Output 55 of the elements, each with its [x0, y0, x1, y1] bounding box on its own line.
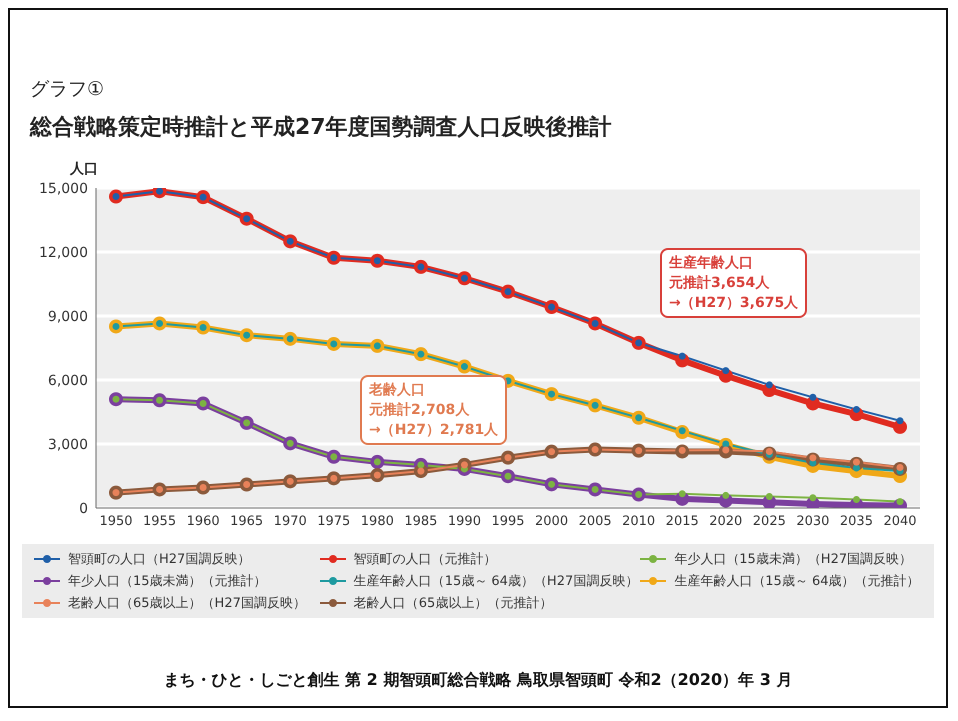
y-tick-label: 6,000 [48, 372, 88, 389]
x-tick-label: 1950 [99, 514, 133, 530]
y-tick-label: 0 [79, 500, 88, 517]
legend-label: 年少人口（15歳未満）（H27国調反映） [674, 551, 912, 568]
x-tick-label: 1995 [491, 514, 525, 530]
x-tick-label: 2035 [840, 514, 873, 530]
x-tick-label: 2025 [752, 514, 786, 530]
legend-label: 老齢人口（65歳以上）（元推計） [354, 595, 552, 612]
x-tick-label: 1955 [143, 514, 176, 530]
y-tick-label: 3,000 [48, 436, 88, 453]
x-tick-label: 1975 [317, 514, 350, 530]
point [722, 367, 730, 374]
x-tick-label: 1980 [360, 514, 394, 530]
annotation: →（H27）2,781人 [369, 421, 498, 440]
legend-label: 智頭町の人口（元推計） [354, 551, 497, 568]
annotation: →（H27）3,675人 [669, 294, 798, 313]
y-tick-label: 12,000 [39, 244, 88, 261]
x-tick-label: 1985 [404, 514, 438, 530]
legend-label: 生産年齢人口（15歳～ 64歳）（H27国調反映） [354, 573, 638, 590]
y-axis-title: 人口 [70, 160, 98, 178]
x-tick-label: 2010 [622, 514, 656, 530]
point [766, 381, 773, 388]
x-tick-label: 2020 [709, 514, 742, 530]
y-tick-label: 15,000 [39, 180, 88, 197]
legend-label: 智頭町の人口（H27国調反映） [68, 551, 250, 568]
annotation: 老齢人口 [369, 381, 426, 400]
point [678, 490, 686, 498]
x-tick-label: 2015 [666, 514, 699, 530]
annotation: 元推計3,654人 [669, 274, 770, 293]
annotation: 元推計2,708人 [369, 401, 470, 420]
chart-title: グラフ① [30, 77, 104, 102]
point [809, 494, 816, 502]
y-tick-label: 9,000 [48, 308, 88, 325]
x-tick-label: 1960 [186, 514, 220, 530]
point [852, 406, 860, 413]
legend-label: 老齢人口（65歳以上）（H27国調反映） [68, 595, 306, 612]
chart-subtitle: 総合戦略策定時推計と平成27年度国勢調査人口反映後推計 [30, 114, 612, 142]
legend-label: 年少人口（15歳未満）（元推計） [68, 573, 267, 590]
x-tick-label: 1965 [230, 514, 264, 530]
point [852, 464, 860, 472]
x-tick-label: 1970 [274, 514, 307, 530]
point [809, 394, 816, 401]
legend-label: 生産年齢人口（15歳～ 64歳）（元推計） [674, 573, 920, 590]
text: まち・ひと・しごと創生 第 2 期智頭町総合戦略 鳥取県智頭町 令和2（2020）年 3 月 [162, 670, 794, 691]
point [896, 417, 904, 424]
x-tick-label: 1990 [448, 514, 481, 530]
x-tick-label: 2005 [578, 514, 612, 530]
x-tick-label: 2030 [796, 514, 830, 530]
x-tick-label: 2000 [535, 514, 568, 530]
annotation: 生産年齢人口 [669, 254, 754, 273]
point [852, 496, 860, 503]
point [722, 492, 730, 499]
point [678, 352, 686, 360]
x-tick-label: 2040 [883, 514, 917, 530]
point [766, 492, 773, 500]
